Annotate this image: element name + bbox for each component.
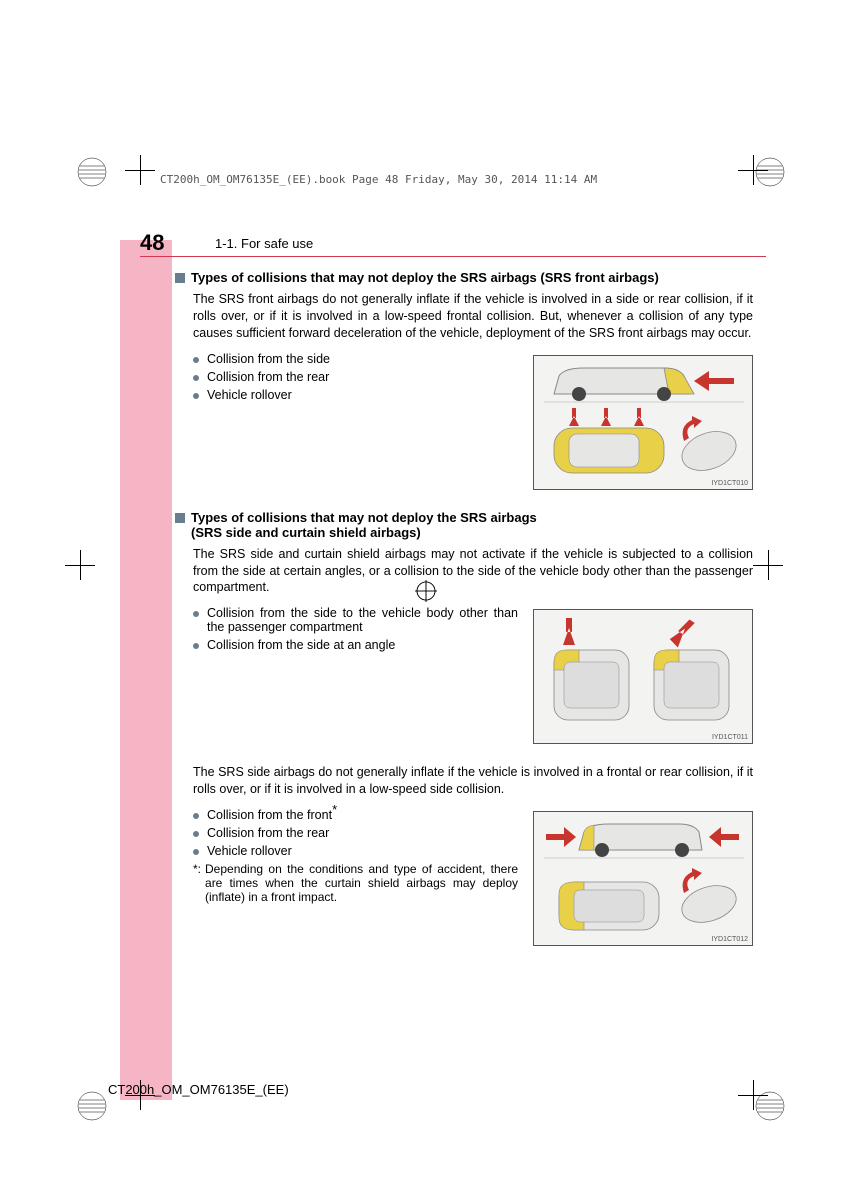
section1-content-row: Collision from the side Collision from t… (175, 352, 753, 490)
dot-bullet-icon (193, 375, 199, 381)
center-registration-icon (415, 580, 435, 600)
section2-content-row: Collision from the side to the vehicle b… (175, 606, 753, 744)
heading-text: Types of collisions that may not deploy … (191, 510, 753, 540)
dot-bullet-icon (193, 813, 199, 819)
section2-body: The SRS side and curtain shield airbags … (193, 546, 753, 597)
bullet-item: Collision from the front* (193, 808, 518, 822)
square-bullet-icon (175, 273, 185, 283)
page-number: 48 (140, 230, 164, 256)
crop-mark-icon (120, 150, 160, 190)
pink-margin-tab (120, 240, 172, 1100)
section-side-airbags: Types of collisions that may not deploy … (175, 510, 753, 745)
footnote-text: Depending on the conditions and type of … (205, 862, 518, 904)
bullet-text: Collision from the side to the vehicle b… (207, 606, 518, 634)
bullet-item: Vehicle rollover (193, 388, 518, 402)
heading-line: (SRS side and curtain shield airbags) (191, 525, 421, 540)
bullet-text: Collision from the rear (207, 370, 518, 384)
section-front-airbags: Types of collisions that may not deploy … (175, 270, 753, 490)
section3-content-row: Collision from the front* Collision from… (175, 808, 753, 946)
section1-heading: Types of collisions that may not deploy … (175, 270, 753, 285)
crop-mark-icon (120, 1075, 160, 1115)
bullet-item: Collision from the rear (193, 370, 518, 384)
bullet-text: Collision from the front* (207, 808, 518, 822)
file-header: CT200h_OM_OM76135E_(EE).book Page 48 Fri… (160, 173, 597, 186)
figure-label: IYD1CT011 (712, 734, 748, 741)
bullet-item: Collision from the side to the vehicle b… (193, 606, 518, 634)
page-container: CT200h_OM_OM76135E_(EE).book Page 48 Fri… (0, 0, 848, 1200)
bullet-item: Collision from the side at an angle (193, 638, 518, 652)
bullet-text: Vehicle rollover (207, 844, 518, 858)
dot-bullet-icon (193, 849, 199, 855)
bullet-text: Collision from the side at an angle (207, 638, 518, 652)
section-side-no-inflate: The SRS side airbags do not generally in… (175, 764, 753, 946)
dot-bullet-icon (193, 831, 199, 837)
asterisk-icon: * (332, 802, 337, 817)
bullet-text: Collision from the side (207, 352, 518, 366)
registration-circle-icon (754, 1090, 786, 1122)
heading-text: Types of collisions that may not deploy … (191, 270, 753, 285)
bullet-item: Collision from the side (193, 352, 518, 366)
square-bullet-icon (175, 513, 185, 523)
dot-bullet-icon (193, 611, 199, 617)
figure-label: IYD1CT010 (711, 480, 748, 487)
crop-mark-icon (748, 545, 788, 585)
content-area: Types of collisions that may not deploy … (175, 270, 753, 966)
registration-circle-icon (76, 1090, 108, 1122)
bullet-text: Vehicle rollover (207, 388, 518, 402)
section2-bullets: Collision from the side to the vehicle b… (175, 606, 518, 656)
section1-body: The SRS front airbags do not generally i… (193, 291, 753, 342)
figure-collision-side2: IYD1CT012 (533, 811, 753, 946)
figure-collision-side: IYD1CT011 (533, 609, 753, 744)
registration-circle-icon (754, 156, 786, 188)
section3-bullets: Collision from the front* Collision from… (175, 808, 518, 904)
dot-bullet-icon (193, 393, 199, 399)
bullet-item: Collision from the rear (193, 826, 518, 840)
heading-line: Types of collisions that may not deploy … (191, 510, 537, 525)
section-reference: 1-1. For safe use (215, 236, 313, 251)
crop-mark-icon (60, 545, 100, 585)
bullet-text: Collision from the rear (207, 826, 518, 840)
footnote-marker: *: (193, 862, 201, 904)
dot-bullet-icon (193, 357, 199, 363)
figure-label: IYD1CT012 (711, 936, 748, 943)
header-divider (140, 256, 766, 257)
section2-heading: Types of collisions that may not deploy … (175, 510, 753, 540)
bullet-inner: Collision from the front (207, 808, 332, 822)
figure-collision-front: IYD1CT010 (533, 355, 753, 490)
section1-bullets: Collision from the side Collision from t… (175, 352, 518, 406)
section3-body: The SRS side airbags do not generally in… (193, 764, 753, 798)
bullet-item: Vehicle rollover (193, 844, 518, 858)
registration-circle-icon (76, 156, 108, 188)
footnote: *: Depending on the conditions and type … (193, 862, 518, 904)
dot-bullet-icon (193, 643, 199, 649)
